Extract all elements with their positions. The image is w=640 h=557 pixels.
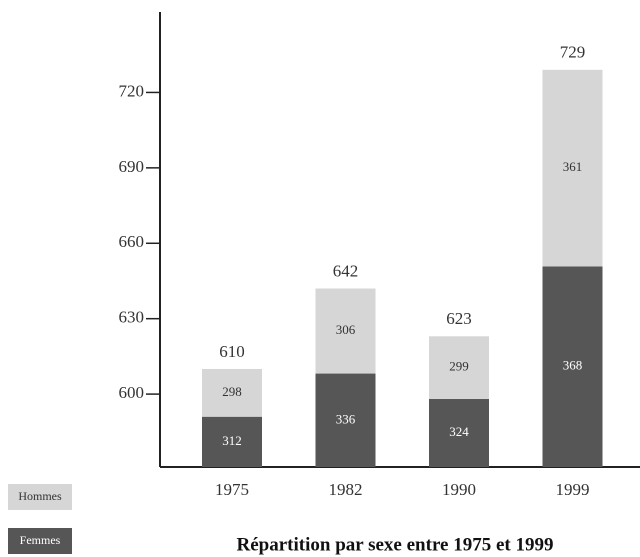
bar-segment	[315, 288, 376, 374]
total-label: 623	[446, 309, 472, 328]
segment-label: 336	[336, 411, 356, 426]
legend-swatch	[8, 528, 72, 554]
legend-label: Femmes	[20, 533, 61, 547]
x-tick-label: 1975	[215, 480, 249, 499]
bar-segment	[202, 368, 262, 417]
y-tick-label: 630	[119, 308, 145, 327]
total-label: 610	[219, 342, 245, 361]
bar-segment	[202, 416, 262, 467]
segment-label: 368	[563, 358, 583, 373]
segment-label: 306	[336, 322, 356, 337]
x-tick-label: 1982	[329, 480, 363, 499]
segment-label: 312	[222, 433, 242, 448]
bar-segment	[542, 69, 603, 267]
bar-segment	[429, 399, 489, 467]
bar-segment	[315, 373, 376, 467]
x-tick-label: 1990	[442, 480, 476, 499]
y-tick-label: 690	[119, 157, 145, 176]
segment-label: 361	[563, 159, 583, 174]
chart-title: Répartition par sexe entre 1975 et 1999	[237, 534, 554, 555]
segment-label: 324	[449, 424, 469, 439]
x-tick-label: 1999	[556, 480, 590, 499]
y-tick-label: 600	[119, 383, 145, 402]
legend-swatch	[8, 484, 72, 510]
bar-segment	[542, 266, 603, 467]
segment-label: 299	[449, 359, 469, 374]
y-tick-label: 720	[119, 81, 145, 100]
y-tick-label: 660	[119, 232, 145, 251]
segment-label: 298	[222, 384, 242, 399]
bar-segment	[429, 336, 489, 400]
total-label: 729	[560, 43, 586, 62]
total-label: 642	[333, 261, 359, 280]
legend-label: Hommes	[18, 489, 62, 503]
